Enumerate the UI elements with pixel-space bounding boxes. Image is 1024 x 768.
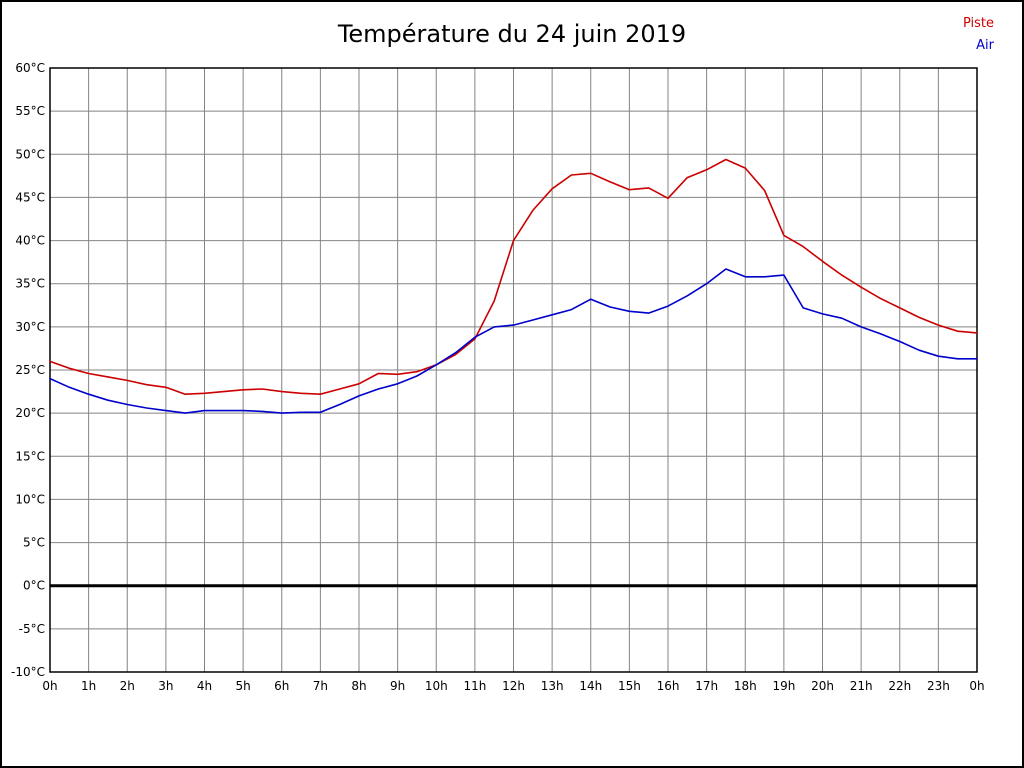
plot-border [49,67,978,673]
x-tick-label: 0h [969,679,984,693]
y-tick-label: 35°C [15,277,45,291]
y-tick-label: 55°C [15,104,45,118]
x-tick-label: 0h [42,679,57,693]
y-tick-label: -10°C [11,665,45,679]
x-tick-label: 2h [120,679,135,693]
series-line-piste [49,158,978,396]
x-tick-label: 14h [579,679,602,693]
series-line-air [49,268,978,414]
y-tick-label: 30°C [15,320,45,334]
legend-air-label: Air [976,38,994,53]
x-tick-label: 22h [888,679,911,693]
x-tick-label: 5h [236,679,251,693]
x-tick-label: 12h [502,679,525,693]
x-tick-label: 6h [274,679,289,693]
x-tick-label: 11h [463,679,486,693]
x-tick-label: 3h [158,679,173,693]
x-tick-label: 21h [850,679,873,693]
x-tick-label: 17h [695,679,718,693]
y-tick-label: 0°C [23,579,45,593]
y-tick-label: 10°C [15,492,45,506]
x-tick-label: 20h [811,679,834,693]
y-tick-label: 25°C [15,363,45,377]
y-tick-label: -5°C [19,622,45,636]
x-tick-label: 13h [541,679,564,693]
x-tick-label: 19h [772,679,795,693]
x-tick-label: 1h [81,679,96,693]
chart-legend: Piste Air [963,13,994,57]
y-tick-label: 60°C [15,61,45,75]
x-tick-label: 23h [927,679,950,693]
grid-lines [49,67,978,673]
x-tick-label: 10h [425,679,448,693]
y-tick-label: 45°C [15,190,45,204]
y-tick-label: 20°C [15,406,45,420]
y-axis-labels: 60°C 55°C 50°C 45°C 40°C 35°C 30°C 25°C 20°C 15°C… [11,61,45,679]
y-tick-label: 5°C [23,536,45,550]
y-tick-label: 50°C [15,147,45,161]
x-tick-label: 4h [197,679,212,693]
y-tick-label: 15°C [15,449,45,463]
x-tick-label: 8h [351,679,366,693]
x-tick-label: 18h [734,679,757,693]
legend-piste-label: Piste [962,16,994,31]
x-tick-label: 9h [390,679,405,693]
x-tick-label: 7h [313,679,328,693]
chart-title: Température du 24 juin 2019 [337,20,687,48]
x-tick-label: 16h [657,679,680,693]
y-tick-label: 40°C [15,234,45,248]
x-tick-label: 15h [618,679,641,693]
x-axis-labels: 0h 1h 2h 3h 4h 5h 6h 7h 8h 9h 10h 11h 12h 13h 14h 15h 16… [42,679,984,693]
